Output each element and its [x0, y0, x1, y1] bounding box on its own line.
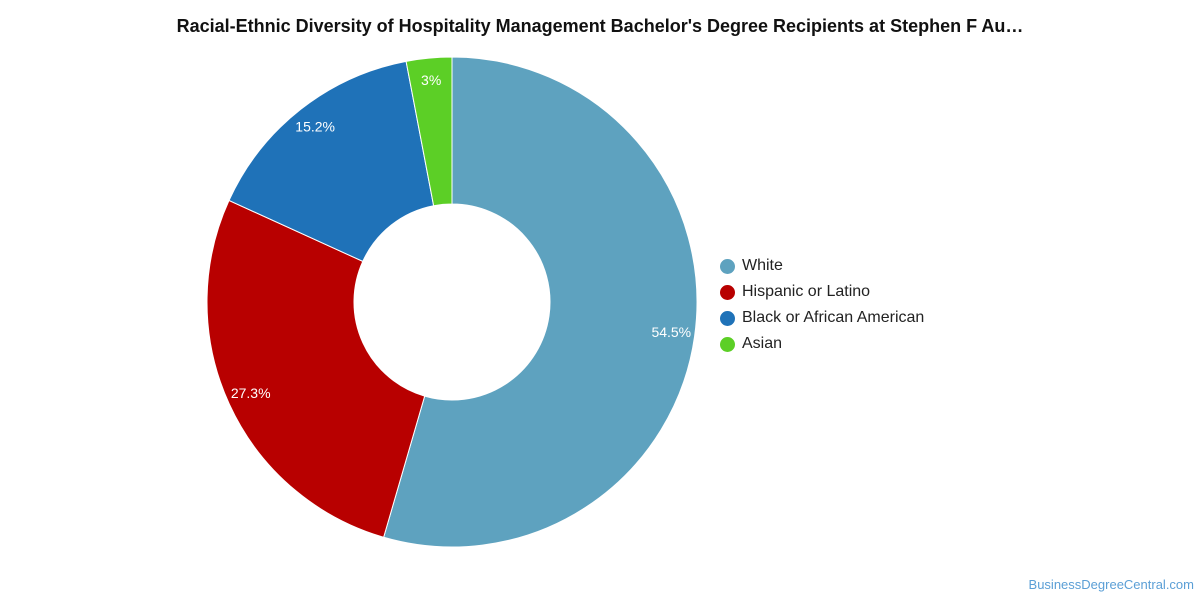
watermark[interactable]: BusinessDegreeCentral.com: [1028, 577, 1194, 592]
legend-label: Black or African American: [742, 309, 925, 326]
legend: White Hispanic or Latino Black or African …: [720, 253, 924, 357]
legend-label: Hispanic or Latino: [742, 283, 871, 300]
legend-swatch: [720, 336, 735, 352]
slice-label-white: 54.5%: [651, 324, 691, 340]
legend-label: Asian: [742, 335, 783, 352]
legend-item-hispanic-or-latino[interactable]: Hispanic or Latino: [720, 279, 924, 305]
legend-label: White: [742, 257, 783, 274]
legend-item-black-or-african-american[interactable]: Black or African American: [720, 305, 924, 331]
legend-swatch: [720, 310, 735, 326]
slice-label-asian: 3%: [421, 72, 441, 88]
legend-swatch: [720, 258, 735, 274]
slice-hispanic-or-latino[interactable]: [206, 199, 426, 538]
slice-asian[interactable]: [405, 56, 453, 207]
legend-item-white[interactable]: White: [720, 253, 924, 279]
slice-black-or-african-american[interactable]: [228, 60, 435, 263]
chart-title: Racial-Ethnic Diversity of Hospitality M…: [176, 16, 1024, 36]
slice-label-black-or-african-american: 15.2%: [295, 119, 335, 135]
slice-white[interactable]: [383, 56, 698, 548]
legend-item-asian[interactable]: Asian: [720, 331, 924, 357]
legend-swatch: [720, 284, 735, 300]
slice-label-hispanic-or-latino: 27.3%: [231, 385, 271, 401]
